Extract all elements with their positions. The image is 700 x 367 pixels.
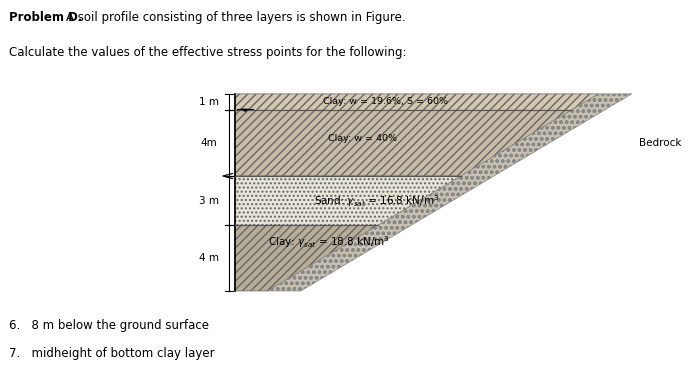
Text: 4 m: 4 m bbox=[199, 253, 218, 263]
Text: Problem D.: Problem D. bbox=[9, 11, 83, 24]
Text: Bedrock: Bedrock bbox=[639, 138, 681, 148]
Polygon shape bbox=[240, 109, 250, 112]
Text: 6.   8 m below the ground surface: 6. 8 m below the ground surface bbox=[9, 319, 209, 332]
Text: A soil profile consisting of three layers is shown in Figure.: A soil profile consisting of three layer… bbox=[66, 11, 406, 24]
Polygon shape bbox=[234, 176, 461, 225]
Text: Clay: $\gamma_{sat}$ = 18.8 kN/m$^3$: Clay: $\gamma_{sat}$ = 18.8 kN/m$^3$ bbox=[268, 234, 390, 250]
Polygon shape bbox=[234, 94, 598, 110]
Polygon shape bbox=[234, 225, 378, 291]
Text: 7.   midheight of bottom clay layer: 7. midheight of bottom clay layer bbox=[9, 347, 215, 360]
Text: 4m: 4m bbox=[200, 138, 217, 148]
Polygon shape bbox=[268, 94, 631, 291]
Text: Clay: w = 40%: Clay: w = 40% bbox=[328, 134, 397, 143]
Polygon shape bbox=[234, 110, 571, 176]
Text: Calculate the values of the effective stress points for the following:: Calculate the values of the effective st… bbox=[9, 46, 407, 59]
Text: Sand: $\gamma_{sat}$ = 16.8 kN/m$^3$: Sand: $\gamma_{sat}$ = 16.8 kN/m$^3$ bbox=[314, 193, 439, 208]
Text: 3 m: 3 m bbox=[199, 196, 218, 206]
Text: 1 m: 1 m bbox=[199, 97, 218, 107]
Text: Clay: w = 19.6%, S = 60%: Clay: w = 19.6%, S = 60% bbox=[323, 97, 449, 106]
